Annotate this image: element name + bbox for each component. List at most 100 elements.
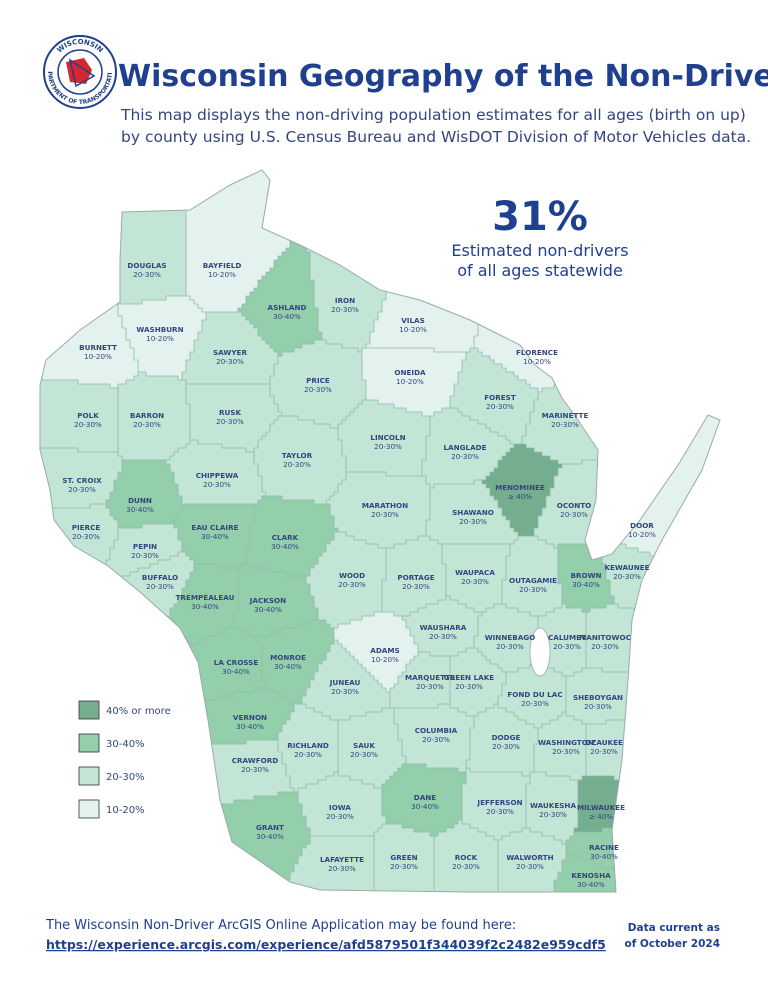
county-range: 30-40% xyxy=(222,667,250,676)
county-name: MILWAUKEE xyxy=(577,803,625,812)
county-region xyxy=(382,536,446,616)
county-name: LAFAYETTE xyxy=(320,855,364,864)
county-name: DOOR xyxy=(630,521,654,530)
county-name: FOND DU LAC xyxy=(507,690,562,699)
county-range: 20-30% xyxy=(516,862,544,871)
county-name: FLORENCE xyxy=(516,348,558,357)
county-range: 30-40% xyxy=(256,832,284,841)
county-region xyxy=(338,708,406,788)
county-name: SAUK xyxy=(353,741,375,750)
county-range: 20-30% xyxy=(133,420,161,429)
legend-swatch xyxy=(78,766,100,786)
county-name: SAWYER xyxy=(213,348,247,357)
county-name: PIERCE xyxy=(72,523,101,532)
county-name: ADAMS xyxy=(370,646,399,655)
county-name: ST. CROIX xyxy=(62,476,102,485)
county-range: 10-20% xyxy=(208,270,236,279)
county-range: 20-30% xyxy=(133,270,161,279)
county-name: MONROE xyxy=(270,653,306,662)
county-range: 20-30% xyxy=(241,765,269,774)
county-name: BROWN xyxy=(570,571,601,580)
county-range: 20-30% xyxy=(331,305,359,314)
county-name: PORTAGE xyxy=(397,573,434,582)
data-date: Data current as xyxy=(628,922,720,934)
county-name: RUSK xyxy=(219,408,242,417)
county-range: 20-30% xyxy=(461,577,489,586)
county-region xyxy=(422,408,514,488)
legend-swatch xyxy=(78,700,100,720)
county-name: WINNEBAGO xyxy=(485,633,536,642)
county-range: 20-30% xyxy=(146,582,174,591)
county-range: 10-20% xyxy=(396,377,424,386)
county-range: ≥ 40% xyxy=(589,812,613,821)
legend-swatch xyxy=(78,799,100,819)
county-name: WAUSHARA xyxy=(420,623,467,632)
county-name: JEFFERSON xyxy=(476,798,522,807)
county-name: EAU CLAIRE xyxy=(191,523,238,532)
county-name: CHIPPEWA xyxy=(196,471,239,480)
county-range: 20-30% xyxy=(338,580,366,589)
county-name: PRICE xyxy=(306,376,330,385)
statewide-caption: of all ages statewide xyxy=(457,261,623,280)
county-name: JUNEAU xyxy=(329,678,361,687)
subtitle: This map displays the non-driving popula… xyxy=(120,106,746,124)
county-region xyxy=(258,620,334,704)
county-name: CRAWFORD xyxy=(232,756,279,765)
county-range: 20-30% xyxy=(68,485,96,494)
legend-label: 10-20% xyxy=(106,805,145,816)
county-region xyxy=(526,772,578,844)
county-region xyxy=(40,170,186,304)
county-range: 20-30% xyxy=(72,532,100,541)
county-name: GREEN LAKE xyxy=(444,673,494,682)
footer-note: The Wisconsin Non-Driver ArcGIS Online A… xyxy=(45,918,516,933)
county-region xyxy=(450,648,506,716)
county-region xyxy=(390,652,450,708)
county-range: 20-30% xyxy=(74,420,102,429)
county-region xyxy=(426,480,518,544)
county-name: BAYFIELD xyxy=(203,261,242,270)
county-range: 20-30% xyxy=(539,810,567,819)
county-name: SHEBOYGAN xyxy=(573,693,623,702)
county-range: 20-30% xyxy=(452,862,480,871)
county-name: RACINE xyxy=(589,843,619,852)
county-range: 30-40% xyxy=(236,722,264,731)
county-range: 30-40% xyxy=(271,542,299,551)
county-region xyxy=(174,504,254,568)
county-region xyxy=(238,224,322,356)
county-region xyxy=(434,820,498,892)
county-name: GRANT xyxy=(256,823,284,832)
county-range: 20-30% xyxy=(519,585,547,594)
county-name: WOOD xyxy=(339,571,365,580)
county-name: MARQUETTE xyxy=(405,673,455,682)
legend-label: 20-30% xyxy=(106,772,145,783)
county-range: 20-30% xyxy=(371,510,399,519)
county-range: 10-20% xyxy=(84,352,112,361)
county-name: MANITOWOC xyxy=(579,633,631,642)
statewide-value: 31% xyxy=(492,194,588,240)
county-range: 10-20% xyxy=(399,325,427,334)
county-name: LA CROSSE xyxy=(214,658,259,667)
county-name: BUFFALO xyxy=(142,573,178,582)
county-range: 30-40% xyxy=(191,602,219,611)
county-range: 10-20% xyxy=(523,357,551,366)
lake-winnebago xyxy=(529,627,551,677)
county-region xyxy=(270,340,366,428)
county-name: GREEN xyxy=(390,853,417,862)
county-range: 30-40% xyxy=(273,312,301,321)
county-region xyxy=(502,536,562,616)
county-range: 20-30% xyxy=(294,750,322,759)
county-range: 20-30% xyxy=(521,699,549,708)
county-region xyxy=(402,596,482,656)
county-range: 20-30% xyxy=(283,460,311,469)
footer-link[interactable]: https://experience.arcgis.com/experience… xyxy=(46,937,606,952)
county-range: 20-30% xyxy=(486,807,514,816)
county-range: 30-40% xyxy=(590,852,618,861)
county-range: 20-30% xyxy=(326,812,354,821)
county-region xyxy=(498,664,566,728)
county-range: 30-40% xyxy=(254,605,282,614)
county-region xyxy=(462,768,530,840)
county-region xyxy=(166,440,266,504)
county-name: KEWAUNEE xyxy=(604,563,649,572)
county-name: OCONTO xyxy=(557,501,592,510)
